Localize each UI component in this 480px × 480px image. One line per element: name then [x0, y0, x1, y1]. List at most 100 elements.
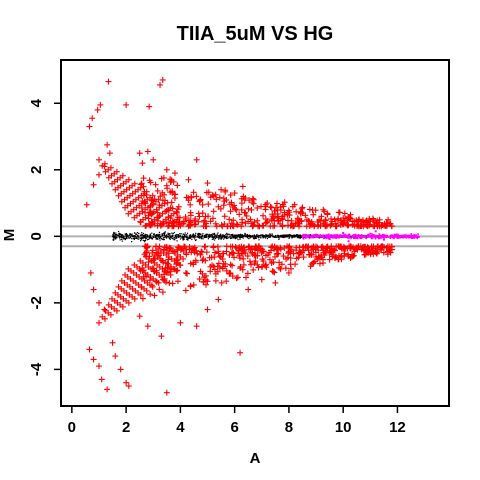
point-ns — [122, 235, 123, 236]
point-ns — [310, 234, 311, 235]
point-high-a — [317, 236, 319, 238]
point-ns — [297, 236, 298, 237]
point-high-a — [350, 238, 352, 240]
y-tick-label: -2 — [28, 296, 45, 309]
point-ns — [199, 237, 200, 238]
point-ns — [149, 238, 150, 239]
point-ns — [182, 239, 183, 240]
point-ns — [247, 237, 248, 238]
point-ns — [170, 236, 171, 237]
point-ns — [245, 236, 246, 237]
point-high-a — [399, 235, 401, 237]
point-ns — [267, 235, 268, 236]
point-ns — [131, 241, 132, 242]
point-ns — [283, 234, 284, 235]
point-ns — [228, 237, 229, 238]
point-high-a — [353, 234, 355, 236]
point-ns — [130, 234, 131, 235]
point-ns — [218, 239, 219, 240]
point-ns — [219, 237, 220, 238]
point-ns — [236, 236, 237, 237]
point-ns — [155, 236, 156, 237]
point-ns — [287, 236, 288, 237]
point-ns — [230, 236, 231, 237]
point-ns — [278, 239, 279, 240]
point-ns — [116, 236, 117, 237]
point-ns — [225, 235, 226, 236]
point-ns — [159, 240, 160, 241]
point-high-a — [417, 233, 419, 235]
point-high-a — [337, 236, 339, 238]
point-ns — [249, 237, 250, 238]
point-ns — [183, 237, 184, 238]
point-high-a — [335, 235, 337, 237]
point-high-a — [340, 235, 342, 237]
point-ns — [223, 239, 224, 240]
point-ns — [241, 237, 242, 238]
y-tick-label: 4 — [28, 98, 45, 107]
point-ns — [200, 237, 201, 238]
point-ns — [141, 239, 142, 240]
point-high-a — [348, 235, 350, 237]
point-ns — [208, 236, 209, 237]
point-ns — [227, 235, 228, 236]
point-high-a — [305, 236, 307, 238]
point-high-a — [331, 235, 333, 237]
point-ns — [212, 235, 213, 236]
point-ns — [145, 240, 146, 241]
point-ns — [113, 233, 114, 234]
point-ns — [191, 236, 192, 237]
point-ns — [270, 236, 271, 237]
point-high-a — [376, 235, 378, 237]
point-ns — [296, 234, 297, 235]
point-ns — [264, 236, 265, 237]
point-ns — [125, 238, 126, 239]
point-ns — [230, 234, 231, 235]
point-ns — [253, 237, 254, 238]
point-high-a — [323, 237, 325, 239]
point-ns — [213, 234, 214, 235]
point-ns — [194, 238, 195, 239]
point-high-a — [390, 234, 392, 236]
point-high-a — [380, 235, 382, 237]
point-ns — [299, 237, 300, 238]
point-ns — [177, 235, 178, 236]
point-ns — [273, 235, 274, 236]
point-ns — [282, 235, 283, 236]
point-ns — [164, 239, 165, 240]
point-high-a — [342, 235, 344, 237]
point-ns — [118, 233, 119, 234]
point-ns — [155, 235, 156, 236]
point-ns — [128, 237, 129, 238]
point-ns — [250, 236, 251, 237]
point-ns — [113, 236, 114, 237]
point-ns — [156, 235, 157, 236]
point-ns — [121, 234, 122, 235]
point-high-a — [373, 235, 375, 237]
point-ns — [174, 237, 175, 238]
point-high-a — [386, 236, 388, 238]
point-high-a — [343, 235, 345, 237]
x-tick-label: 0 — [68, 419, 76, 436]
point-ns — [279, 238, 280, 239]
point-high-a — [371, 235, 373, 237]
point-ns — [159, 236, 160, 237]
point-ns — [167, 233, 168, 234]
point-ns — [284, 236, 285, 237]
point-ns — [245, 235, 246, 236]
point-ns — [143, 233, 144, 234]
point-ns — [254, 237, 255, 238]
point-ns — [208, 234, 209, 235]
point-ns — [159, 235, 160, 236]
point-ns — [159, 232, 160, 233]
point-ns — [180, 238, 181, 239]
point-ns — [225, 234, 226, 235]
point-ns — [134, 239, 135, 240]
point-ns — [268, 237, 269, 238]
point-high-a — [347, 236, 349, 238]
point-ns — [197, 234, 198, 235]
point-ns — [176, 240, 177, 241]
point-high-a — [402, 237, 404, 239]
point-ns — [137, 232, 138, 233]
